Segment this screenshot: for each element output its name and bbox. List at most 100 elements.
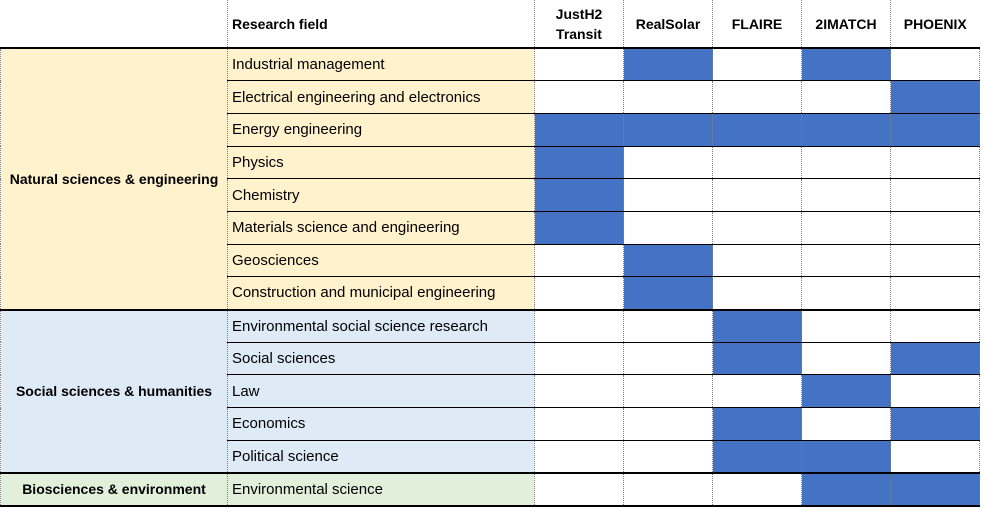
matrix-cell-empty — [623, 178, 713, 212]
matrix-cell-filled — [712, 308, 802, 343]
matrix-cell-empty — [534, 47, 624, 82]
group-label: Biosciences & environment — [0, 471, 228, 507]
research-field-name: Electrical engineering and electronics — [227, 80, 535, 114]
matrix-cell-filled — [534, 178, 624, 212]
matrix-cell-empty — [801, 243, 891, 278]
research-field-name: Political science — [227, 439, 535, 474]
table-row: Chemistry — [1, 178, 980, 212]
matrix-cell-filled — [890, 341, 980, 376]
matrix-cell-empty — [623, 210, 713, 245]
group-label: Social sciences & humanities — [0, 308, 228, 474]
table-row: Political science — [1, 439, 980, 474]
table-row: Economics — [1, 407, 980, 441]
research-field-name: Materials science and engineering — [227, 210, 535, 245]
matrix-cell-filled — [801, 374, 891, 409]
research-field-name: Construction and municipal engineering — [227, 276, 535, 310]
matrix-cell-empty — [890, 308, 980, 343]
table-row: Physics — [1, 145, 980, 180]
matrix-cell-filled — [801, 471, 891, 507]
matrix-cell-filled — [712, 407, 802, 441]
matrix-cell-empty — [534, 80, 624, 114]
research-field-name: Law — [227, 374, 535, 409]
matrix-cell-empty — [801, 308, 891, 343]
matrix-cell-empty — [890, 439, 980, 474]
table-row: Natural sciences & engineering Industrial… — [0, 47, 980, 311]
matrix-cell-empty — [623, 145, 713, 180]
matrix-cell-empty — [534, 439, 624, 474]
matrix-cell-empty — [623, 80, 713, 114]
header-corner — [0, 0, 228, 49]
matrix-cell-empty — [534, 308, 624, 343]
matrix-cell-empty — [623, 471, 713, 507]
research-field-name: Energy engineering — [227, 112, 535, 147]
matrix-cell-empty — [801, 276, 891, 310]
matrix-cell-filled — [712, 112, 802, 147]
matrix-cell-empty — [712, 243, 802, 278]
research-field-name: Environmental social science research — [227, 308, 535, 343]
matrix-cell-empty — [534, 471, 624, 507]
matrix-cell-filled — [623, 243, 713, 278]
project-header: PHOENIX — [890, 0, 980, 49]
research-field-name: Industrial management — [227, 47, 535, 82]
research-field-header: Research field — [227, 0, 535, 49]
matrix-cell-empty — [712, 178, 802, 212]
group-label: Natural sciences & engineering — [0, 47, 228, 311]
matrix-cell-empty — [890, 47, 980, 82]
table-row: Construction and municipal engineering — [1, 276, 980, 310]
matrix-cell-empty — [534, 341, 624, 376]
matrix-cell-filled — [712, 341, 802, 376]
matrix-cell-empty — [890, 276, 980, 310]
table-row: Social sciences & humanities Environmenta… — [0, 308, 980, 474]
matrix-cell-empty — [534, 374, 624, 409]
project-header: JustH2 Transit — [534, 0, 624, 49]
matrix-cell-filled — [801, 112, 891, 147]
matrix-cell-empty — [712, 276, 802, 310]
matrix-cell-empty — [712, 80, 802, 114]
matrix-cell-filled — [890, 407, 980, 441]
table-row: Law — [1, 374, 980, 409]
matrix-cell-empty — [890, 243, 980, 278]
project-header: 2IMATCH — [801, 0, 891, 49]
matrix-cell-filled — [801, 47, 891, 82]
matrix-cell-filled — [623, 47, 713, 82]
research-field-name: Geosciences — [227, 243, 535, 278]
matrix-cell-empty — [890, 145, 980, 180]
matrix-cell-filled — [534, 145, 624, 180]
matrix-cell-empty — [801, 145, 891, 180]
matrix-cell-empty — [712, 47, 802, 82]
table-row: Biosciences & environment Environmental s… — [0, 471, 980, 507]
matrix-cell-empty — [534, 276, 624, 310]
matrix-body: Natural sciences & engineering Industrial… — [0, 47, 980, 507]
matrix-cell-empty — [801, 80, 891, 114]
table-row: Energy engineering — [1, 112, 980, 147]
matrix-cell-empty — [801, 210, 891, 245]
header-row: Research field JustH2 Transit RealSolar … — [0, 0, 980, 49]
research-field-name: Environmental science — [227, 471, 535, 507]
research-field-name: Chemistry — [227, 178, 535, 212]
matrix-cell-filled — [890, 80, 980, 114]
matrix-cell-empty — [623, 439, 713, 474]
matrix-cell-empty — [534, 243, 624, 278]
matrix-cell-empty — [890, 210, 980, 245]
matrix-cell-empty — [623, 374, 713, 409]
matrix-cell-empty — [712, 145, 802, 180]
matrix-cell-filled — [534, 210, 624, 245]
matrix-cell-empty — [890, 178, 980, 212]
project-header: RealSolar — [623, 0, 713, 49]
research-field-name: Economics — [227, 407, 535, 441]
matrix-cell-empty — [801, 178, 891, 212]
matrix-cell-empty — [623, 341, 713, 376]
matrix-cell-empty — [890, 374, 980, 409]
matrix-cell-empty — [801, 407, 891, 441]
matrix-cell-empty — [623, 308, 713, 343]
matrix-cell-filled — [623, 276, 713, 310]
matrix-cell-empty — [534, 407, 624, 441]
research-field-name: Social sciences — [227, 341, 535, 376]
project-header: FLAIRE — [712, 0, 802, 49]
matrix-cell-filled — [890, 471, 980, 507]
matrix-cell-filled — [623, 112, 713, 147]
matrix-cell-filled — [801, 439, 891, 474]
matrix-cell-filled — [712, 439, 802, 474]
matrix-cell-empty — [801, 341, 891, 376]
